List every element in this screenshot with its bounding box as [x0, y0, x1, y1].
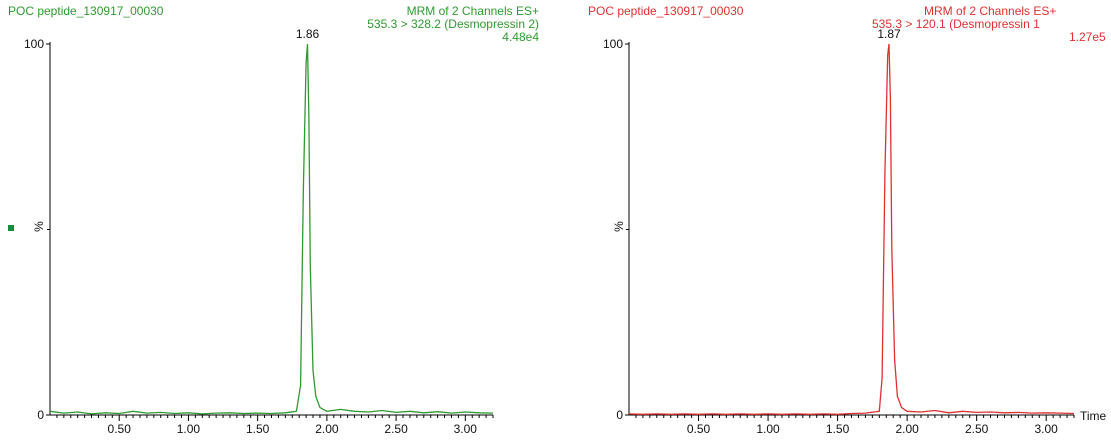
x-tick-label: 1.50	[246, 422, 270, 436]
header-line-1: MRM of 2 Channels ES+	[924, 4, 1057, 18]
plot-area: 0 100 0.50 1.00 1.50 2.00 2.50 3.00 1.86	[24, 27, 494, 436]
chromatogram-left: POC peptide_130917_00030 MRM of 2 Channe…	[0, 0, 545, 440]
y-tick-label: 0	[616, 408, 623, 422]
header-line-2: 535.3 > 328.2 (Desmopressin 2)	[367, 17, 539, 31]
peak-label: 1.87	[877, 27, 901, 41]
header-line-2: 535.3 > 120.1 (Desmopressin 1	[872, 17, 1040, 31]
x-tick-label: 2.00	[315, 422, 339, 436]
y-tick-label: 0	[37, 408, 44, 422]
peak-label: 1.86	[296, 27, 320, 41]
chromatogram-right: POC peptide_130917_00030 MRM of 2 Channe…	[580, 0, 1111, 440]
chromatogram-trace	[628, 43, 1075, 415]
y-tick-label: 100	[603, 37, 623, 51]
x-tick-label: 0.50	[108, 422, 132, 436]
x-tick-label: 2.50	[384, 422, 408, 436]
x-tick-label: 1.50	[826, 422, 850, 436]
plot-area: 0 100 0.50 1.00 1.50 2.00 2.50 3.00 Time 1.87	[603, 27, 1107, 436]
x-tick-label: 3.00	[1035, 422, 1059, 436]
header-line-3: 4.48e4	[502, 30, 539, 44]
header-line-3: 1.27e5	[1069, 30, 1106, 44]
y-tick-label: 100	[24, 37, 44, 51]
x-tick-label: 1.00	[756, 422, 780, 436]
x-tick-label: 2.50	[965, 422, 989, 436]
sample-name: POC peptide_130917_00030	[588, 4, 744, 18]
sample-name: POC peptide_130917_00030	[8, 4, 164, 18]
chromatogram-trace	[49, 43, 494, 415]
x-axis-label: Time	[1080, 409, 1107, 423]
x-tick-label: 0.50	[687, 422, 711, 436]
x-tick-label: 2.00	[895, 422, 919, 436]
x-tick-label: 3.00	[454, 422, 478, 436]
header-line-1: MRM of 2 Channels ES+	[406, 4, 539, 18]
series-marker	[8, 225, 14, 231]
x-tick-label: 1.00	[177, 422, 201, 436]
